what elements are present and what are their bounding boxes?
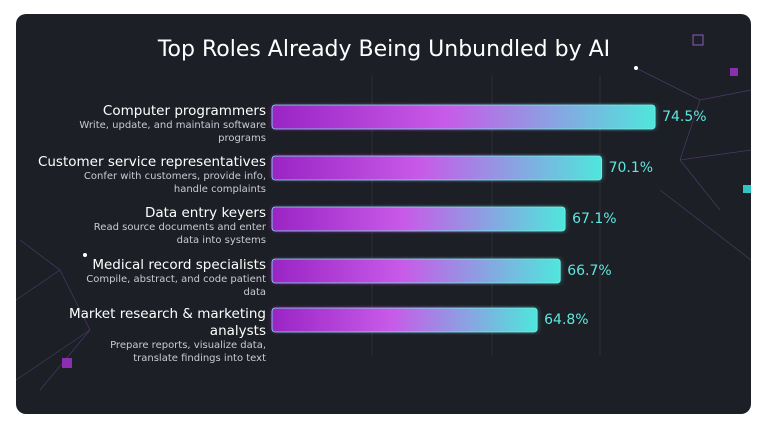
bar [271, 104, 656, 130]
value-label: 67.1% [572, 211, 616, 227]
decor [743, 185, 751, 193]
category-description: Compile, abstract, and code patient data [86, 274, 266, 298]
category-description: Confer with customers, provide info, han… [83, 171, 266, 195]
category-description: Prepare reports, visualize data, transla… [110, 340, 266, 364]
value-label: 66.7% [567, 263, 611, 279]
category-label: Medical record specialists [92, 257, 266, 273]
category-block: Customer service representatives Confer w… [36, 154, 266, 196]
decor [730, 68, 738, 76]
value-label: 64.8% [544, 312, 588, 328]
bar [271, 307, 538, 333]
category-description: Write, update, and maintain software pro… [79, 120, 266, 144]
value-label: 74.5% [662, 109, 706, 125]
category-description: Read source documents and enter data int… [93, 222, 266, 246]
value-label: 70.1% [609, 160, 653, 176]
decor [62, 358, 72, 368]
decor [692, 34, 704, 46]
chart-title: Top Roles Already Being Unbundled by AI [157, 37, 610, 62]
bar [271, 206, 566, 232]
category-label: Computer programmers [102, 103, 266, 119]
category-label: Market research & marketing analysts [69, 306, 266, 339]
bar [271, 155, 602, 181]
category-block: Market research & marketing analysts Prep… [36, 306, 266, 365]
category-label: Customer service representatives [37, 154, 266, 170]
category-block: Computer programmers Write, update, and m… [36, 103, 266, 145]
category-block: Data entry keyers Read source documents a… [36, 205, 266, 247]
decor [83, 253, 87, 257]
bar [271, 258, 561, 284]
category-block: Medical record specialists Compile, abstr… [36, 257, 266, 299]
decor [634, 66, 638, 70]
category-label: Data entry keyers [144, 205, 266, 221]
